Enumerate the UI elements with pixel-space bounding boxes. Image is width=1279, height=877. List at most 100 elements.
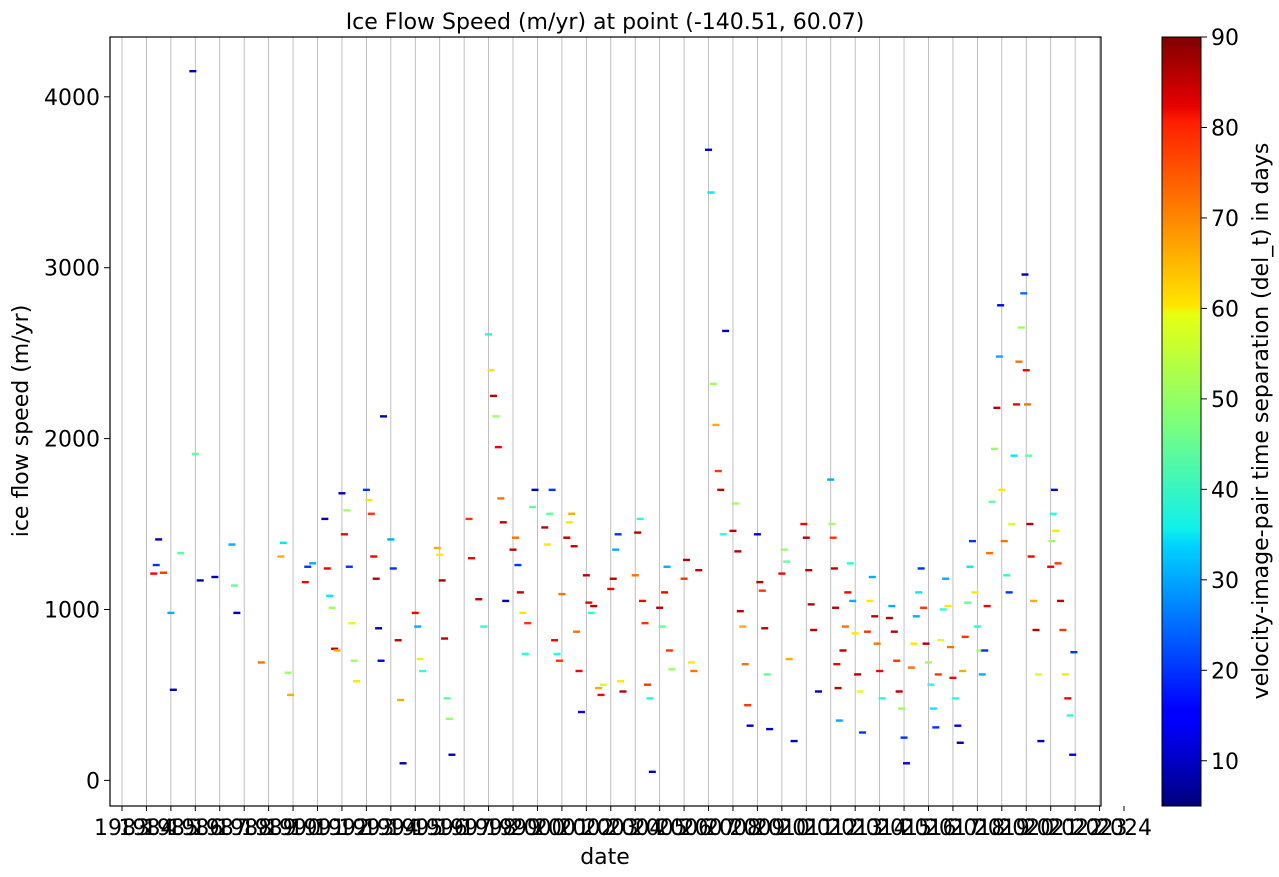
data-point: [785, 657, 793, 661]
data-point: [1048, 539, 1056, 543]
data-point: [362, 488, 370, 492]
x-tick-label: 1995: [387, 816, 443, 841]
data-point: [573, 630, 581, 633]
data-point: [944, 604, 952, 608]
data-point: [902, 762, 910, 765]
data-point: [878, 697, 886, 700]
data-point: [717, 488, 725, 492]
data-point: [328, 606, 336, 609]
data-point: [827, 478, 835, 481]
y-tick-label: 3000: [44, 257, 100, 282]
data-point: [343, 509, 351, 512]
data-point: [211, 575, 219, 579]
data-point: [639, 599, 647, 603]
x-tick-label: 2007: [681, 816, 737, 841]
data-point: [790, 739, 798, 743]
data-point: [375, 627, 383, 630]
data-point: [150, 572, 158, 575]
data-point: [746, 724, 754, 727]
data-point: [783, 560, 791, 563]
data-point: [690, 669, 698, 673]
data-point: [480, 625, 488, 628]
data-point: [587, 611, 595, 615]
x-tick-label: 2000: [509, 816, 565, 841]
y-axis-label: ice flow speed (m/yr): [9, 305, 34, 538]
data-point: [780, 548, 788, 551]
x-tick-label: 2020: [998, 816, 1054, 841]
data-point: [531, 488, 539, 492]
data-point: [1000, 539, 1008, 543]
data-point: [467, 557, 475, 560]
data-point: [230, 584, 238, 587]
x-tick-label: 2009: [729, 816, 785, 841]
colorbar-tick-label: 90: [1211, 26, 1239, 51]
x-tick-label: 2002: [558, 816, 614, 841]
data-point: [377, 659, 385, 662]
data-point: [961, 635, 969, 639]
data-point: [766, 727, 774, 731]
data-point: [1005, 591, 1013, 594]
data-point: [863, 630, 871, 633]
data-point: [898, 707, 906, 710]
data-point: [705, 148, 713, 151]
y-tick-label: 0: [86, 769, 100, 794]
data-point: [668, 668, 676, 671]
data-point: [301, 580, 309, 584]
data-point: [546, 512, 554, 515]
data-point: [946, 645, 954, 649]
data-point: [1066, 714, 1074, 717]
data-point: [1049, 512, 1057, 515]
data-point: [978, 673, 986, 676]
x-tick-label: 2021: [1023, 816, 1079, 841]
data-point: [663, 565, 671, 568]
data-point: [370, 555, 378, 558]
x-tick-label: 2019: [974, 816, 1030, 841]
data-point: [558, 592, 566, 596]
data-point: [279, 541, 287, 545]
data-point: [719, 533, 727, 536]
chart-title: Ice Flow Speed (m/yr) at point (-140.51,…: [346, 10, 865, 35]
data-point: [802, 536, 810, 539]
data-point: [1020, 292, 1028, 295]
data-point: [734, 550, 742, 553]
data-point: [658, 625, 666, 628]
data-point: [1022, 369, 1030, 372]
data-point: [1015, 360, 1023, 363]
x-tick-label: 2017: [925, 816, 981, 841]
data-point: [976, 649, 984, 652]
x-tick-label: 2022: [1047, 816, 1103, 841]
colorbar-label: velocity-image-pair time separation (del…: [1249, 143, 1274, 700]
data-point: [986, 551, 994, 555]
data-point: [521, 652, 529, 656]
data-point: [577, 710, 585, 714]
x-tick-label: 2012: [803, 816, 859, 841]
data-point: [1027, 555, 1035, 558]
colorbar-tick-label: 60: [1211, 297, 1239, 322]
data-point: [543, 543, 551, 546]
data-point: [1069, 753, 1077, 756]
data-point: [585, 601, 593, 604]
data-point: [394, 639, 402, 642]
data-point: [331, 647, 339, 650]
y-tick-label: 2000: [44, 428, 100, 453]
data-point: [167, 611, 175, 615]
data-point: [365, 498, 373, 502]
x-tick-label: 2011: [778, 816, 834, 841]
data-point: [529, 505, 537, 509]
data-point: [1052, 529, 1060, 533]
data-point: [514, 563, 522, 567]
data-point: [590, 604, 598, 608]
data-point: [835, 719, 843, 722]
data-point: [372, 577, 380, 580]
data-point: [443, 697, 451, 700]
data-point: [739, 625, 747, 628]
data-point: [1032, 628, 1040, 632]
data-point: [849, 599, 857, 603]
data-point: [509, 548, 517, 551]
data-point: [829, 536, 837, 539]
data-point: [599, 683, 607, 686]
data-point: [497, 497, 505, 500]
x-tick-label: 1983: [94, 816, 150, 841]
data-point: [612, 548, 620, 551]
data-point: [665, 649, 673, 652]
